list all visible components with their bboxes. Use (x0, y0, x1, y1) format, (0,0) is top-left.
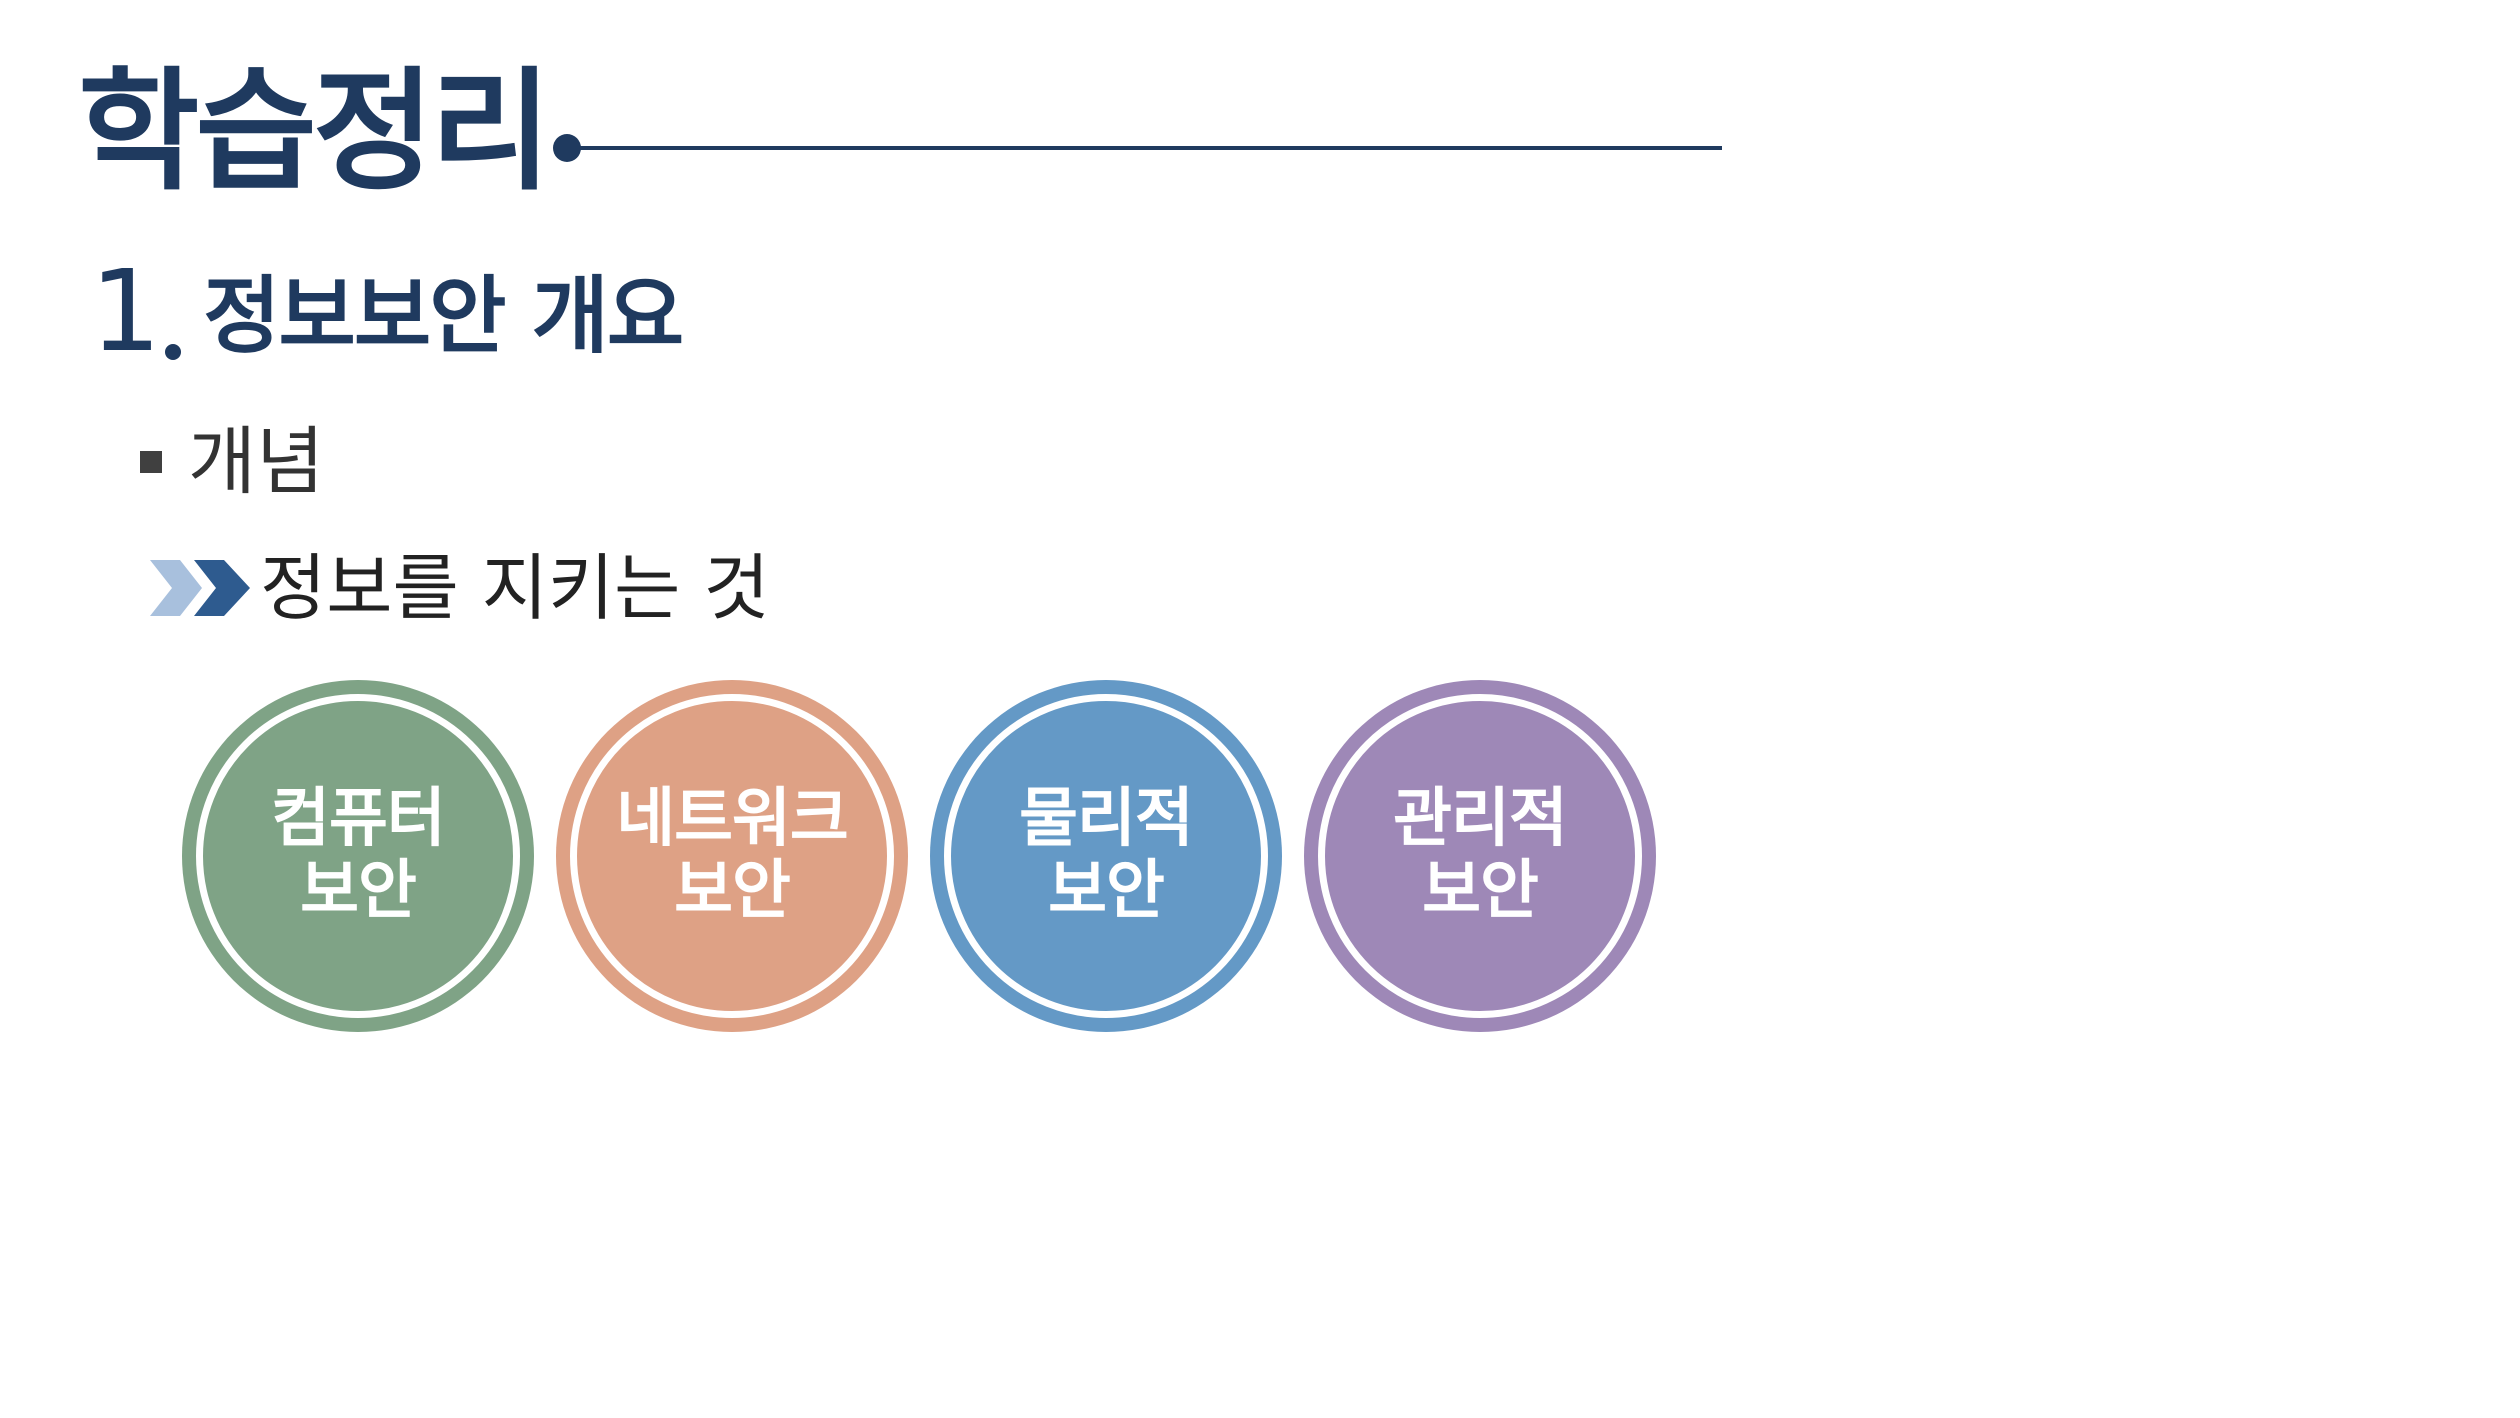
circle-label: 컴퓨터 보안 (182, 680, 534, 1032)
circle-ring (944, 694, 1268, 1018)
circle-label-line1: 컴퓨터 (271, 782, 446, 857)
title-rule-decoration (553, 134, 1722, 162)
circle-label-line1: 물리적 (1019, 782, 1194, 857)
rule-dot (553, 134, 581, 162)
bullet-text: 개념 (188, 419, 325, 505)
circle-label-line2: 보안 (1048, 854, 1165, 928)
double-chevron-icon (150, 560, 250, 616)
circle-label-line2: 보안 (674, 854, 791, 928)
section-number: 1 (90, 247, 161, 377)
bullet-item: 개념 (140, 422, 324, 502)
sub-bullet-text: 정보를 지키는 것 (260, 546, 770, 630)
circle-ring (1318, 694, 1642, 1018)
circle-computer-security: 컴퓨터 보안 (182, 680, 534, 1032)
section-number-dot (165, 344, 182, 360)
circle-label-line1: 네트워크 (616, 782, 849, 857)
circle-label: 물리적 보안 (930, 680, 1282, 1032)
section-label: 정보보안 개요 (203, 267, 684, 365)
circle-label: 네트워크 보안 (556, 680, 908, 1032)
circle-network-security: 네트워크 보안 (556, 680, 908, 1032)
page-title: 학습정리 (78, 55, 552, 209)
circle-administrative-security: 관리적 보안 (1304, 680, 1656, 1032)
sub-bullet-item: 정보를 지키는 것 (150, 548, 769, 628)
circle-label-line1: 관리적 (1393, 782, 1568, 857)
circle-ring (570, 694, 894, 1018)
section-heading: 1 정보보안 개요 (90, 247, 684, 377)
circle-label: 관리적 보안 (1304, 680, 1656, 1032)
circle-label-line2: 보안 (1422, 854, 1539, 928)
circle-label-line2: 보안 (300, 854, 417, 928)
circle-ring (196, 694, 520, 1018)
square-bullet-icon (140, 451, 162, 473)
circle-physical-security: 물리적 보안 (930, 680, 1282, 1032)
